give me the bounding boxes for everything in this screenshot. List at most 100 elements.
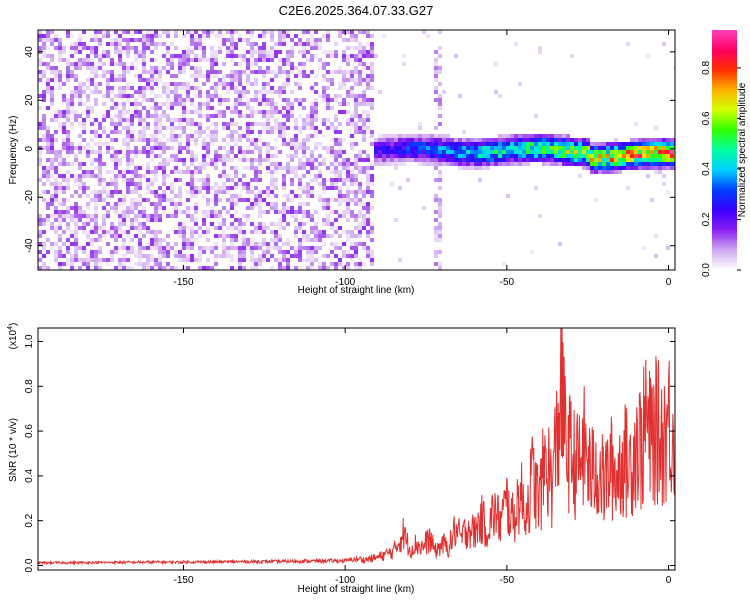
spectrogram-cell	[398, 142, 402, 146]
spectrogram-cell	[538, 138, 542, 142]
spectrogram-cell	[598, 162, 602, 166]
spectrogram-cell	[434, 230, 438, 234]
spectrogram-cell	[154, 246, 158, 250]
spectrogram-cell	[286, 258, 290, 262]
spectrogram-cell	[94, 30, 98, 34]
spectrogram-cell	[146, 138, 150, 142]
spectrogram-cell	[346, 254, 350, 258]
spectrogram-cell	[70, 206, 74, 210]
spectrogram-cell	[262, 210, 266, 214]
spectrogram-cell	[322, 118, 326, 122]
spectrogram-cell	[90, 110, 94, 114]
spectrogram-cell	[98, 66, 102, 70]
spectrogram-cell	[366, 66, 370, 70]
spectrogram-cell	[246, 242, 250, 246]
spectrogram-cell	[218, 50, 222, 54]
spectrogram-cell	[122, 218, 126, 222]
spectrogram-cell	[234, 46, 238, 50]
spectrogram-cell	[666, 142, 670, 146]
spectrogram-cell	[334, 246, 338, 250]
spectrogram-cell	[222, 138, 226, 142]
spectrogram-cell	[286, 154, 290, 158]
spectrogram-cell	[310, 54, 314, 58]
spectrogram-cell	[350, 246, 354, 250]
spectrogram-cell	[90, 38, 94, 42]
spectrogram-cell	[238, 114, 242, 118]
spectrogram-cell	[138, 238, 142, 242]
spectrogram-cell	[130, 178, 134, 182]
spectrogram-cell	[366, 114, 370, 118]
spectrogram-cell	[534, 142, 538, 146]
spectrogram-cell	[122, 202, 126, 206]
spectrogram-cell	[310, 166, 314, 170]
spectrogram-cell	[78, 86, 82, 90]
spectrogram-cell	[42, 50, 46, 54]
spectrogram-cell	[166, 242, 170, 246]
spectrogram-cell	[582, 166, 586, 170]
spectrogram-cell	[598, 142, 602, 146]
spectrogram-cell	[346, 210, 350, 214]
spectrogram-cell	[210, 86, 214, 90]
spectrogram-cell	[90, 258, 94, 262]
spectrogram-cell	[190, 34, 194, 38]
spectrogram-cell	[90, 50, 94, 54]
spectrogram-cell	[90, 138, 94, 142]
spectrogram-cell	[262, 82, 266, 86]
spectrogram-cell	[158, 254, 162, 258]
spectrogram-cell	[450, 158, 454, 162]
spectrogram-cell	[78, 162, 82, 166]
spectrogram-cell	[74, 78, 78, 82]
spectrogram-cell	[266, 98, 270, 102]
spectrogram-cell	[42, 218, 46, 222]
spectrogram-cell	[402, 158, 406, 162]
spectrogram-cell	[142, 222, 146, 226]
spectrogram-cell	[282, 30, 286, 34]
spectrogram-cell	[294, 234, 298, 238]
spectrogram-cell	[306, 146, 310, 150]
spectrogram-cell	[254, 266, 258, 270]
spectrogram-cell	[158, 74, 162, 78]
spectrogram-cell	[170, 246, 174, 250]
spectrogram-cell	[542, 138, 546, 142]
spectrogram-cell	[370, 162, 374, 166]
spectrogram-cell	[270, 230, 274, 234]
spectrogram-cell	[70, 126, 74, 130]
spectrogram-cell	[194, 78, 198, 82]
spectrogram-cell	[338, 34, 342, 38]
spectrogram-cell	[146, 242, 150, 246]
spectrogram-cell	[146, 142, 150, 146]
spectrogram-cell	[146, 86, 150, 90]
spectrogram-cell	[118, 110, 122, 114]
spectrogram-cell	[258, 190, 262, 194]
spectrogram-cell	[42, 166, 46, 170]
spectrogram-cell	[354, 182, 358, 186]
spectrogram-cell	[342, 150, 346, 154]
spectrogram-cell	[518, 138, 522, 142]
spectrogram-cell	[438, 82, 442, 86]
spectrogram-cell	[614, 162, 618, 166]
spectrogram-cell	[246, 66, 250, 70]
spectrogram-cell	[558, 134, 562, 138]
spectrogram-cell	[74, 94, 78, 98]
spectrogram-cell	[122, 46, 126, 50]
spectrogram-cell	[110, 106, 114, 110]
spectrogram-cell	[654, 154, 658, 158]
spectrogram-cell	[314, 90, 318, 94]
spectrogram-cell	[150, 146, 154, 150]
spectrogram-cell	[330, 262, 334, 266]
spectrogram-cell	[270, 54, 274, 58]
spectrogram-cell	[370, 34, 374, 38]
spectrogram-cell	[162, 182, 166, 186]
spectrogram-cell	[230, 234, 234, 238]
spectrogram-cell	[298, 266, 302, 270]
spectrogram-cell	[586, 162, 590, 166]
spectrogram-cell	[258, 242, 262, 246]
spectrogram-cell	[46, 218, 50, 222]
spectrogram-cell	[154, 70, 158, 74]
spectrogram-cell	[218, 78, 222, 82]
spectrogram-cell	[438, 102, 442, 106]
spectrogram-cell	[626, 166, 630, 170]
spectrogram-cell	[46, 190, 50, 194]
spectrogram-cell	[286, 142, 290, 146]
spectrogram-cell	[162, 210, 166, 214]
